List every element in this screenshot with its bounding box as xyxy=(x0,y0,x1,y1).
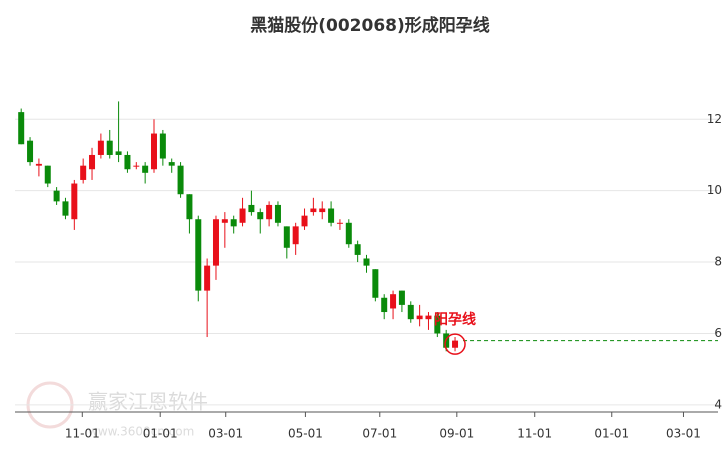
candle-body xyxy=(212,219,219,266)
x-tick-label: 11-01 xyxy=(517,427,552,441)
candle-body xyxy=(381,297,388,313)
candle-body xyxy=(18,112,25,145)
candle-body xyxy=(434,315,441,334)
candle-body xyxy=(336,222,343,224)
candle-body xyxy=(221,219,228,223)
candle-body xyxy=(195,219,202,291)
candle-body xyxy=(151,133,158,170)
candle-body xyxy=(390,294,397,309)
watermark-text: 赢家江恩软件 xyxy=(88,390,208,414)
candle-body xyxy=(248,204,255,213)
candle-body xyxy=(27,140,34,163)
candle-body xyxy=(452,340,459,348)
candle-body xyxy=(257,212,264,220)
candle-body xyxy=(319,208,326,213)
y-tick-label: 4 xyxy=(714,397,722,411)
x-tick-label: 09-01 xyxy=(439,427,474,441)
y-tick-label: 12 xyxy=(707,112,722,126)
x-tick-label: 01-01 xyxy=(143,427,178,441)
y-tick-label: 8 xyxy=(714,255,722,269)
candle-body xyxy=(266,204,273,220)
candle-body xyxy=(186,194,193,220)
candle-body xyxy=(274,204,281,223)
candle-body xyxy=(310,208,317,213)
candle-body xyxy=(204,265,211,291)
candle-body xyxy=(230,219,237,227)
candle-body xyxy=(363,258,370,266)
candle-body xyxy=(292,226,299,245)
candle-body xyxy=(239,208,246,223)
watermark: 赢家江恩软件 www.3600cn.com xyxy=(26,381,208,439)
candle-body xyxy=(416,315,423,320)
candle-body xyxy=(168,162,175,166)
candle-body xyxy=(283,226,290,248)
candle-body xyxy=(115,151,122,155)
candle-body xyxy=(53,190,60,202)
x-tick-label: 11-01 xyxy=(65,427,100,441)
candle-body xyxy=(407,304,414,320)
candle-body xyxy=(71,183,78,220)
candle-body xyxy=(354,244,361,255)
y-tick-label: 6 xyxy=(714,326,722,340)
candle-body xyxy=(97,140,104,155)
candle-body xyxy=(62,201,69,216)
candle-body xyxy=(35,163,42,166)
candle-body xyxy=(398,290,405,305)
y-tick-label: 10 xyxy=(707,183,722,197)
candle-body xyxy=(124,154,131,170)
candle-body xyxy=(177,165,184,195)
x-tick-label: 03-01 xyxy=(208,427,243,441)
candle-body xyxy=(142,165,149,173)
candle-body xyxy=(133,165,140,167)
chart-title: 黑猫股份(002068)形成阳孕线 xyxy=(250,15,490,36)
x-tick-label: 07-01 xyxy=(362,427,397,441)
candle-body xyxy=(159,133,166,159)
candle-body xyxy=(106,140,113,155)
candle-body xyxy=(89,154,96,170)
x-tick-label: 05-01 xyxy=(288,427,323,441)
candle-body xyxy=(345,222,352,245)
watermark-url: www.3600cn.com xyxy=(88,425,194,439)
x-tick-label: 01-01 xyxy=(594,427,629,441)
x-tick-label: 03-01 xyxy=(666,427,701,441)
candle-body xyxy=(372,269,379,298)
candle-body xyxy=(301,215,308,227)
annotation: 阳孕线 xyxy=(434,311,476,328)
candle-body xyxy=(44,165,51,184)
highlight-circle xyxy=(444,333,466,355)
candle-body xyxy=(80,165,87,180)
candle-body xyxy=(328,208,335,223)
candle-body xyxy=(425,315,432,320)
